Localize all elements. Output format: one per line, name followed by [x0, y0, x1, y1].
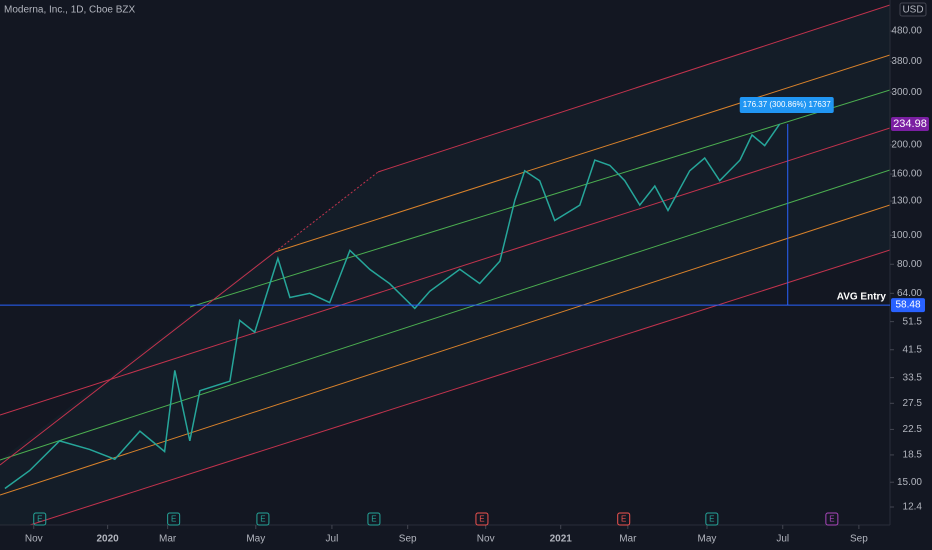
- y-tick-label: 51.5: [903, 316, 923, 327]
- x-tick-label: Sep: [399, 534, 417, 545]
- y-tick-label: 27.5: [903, 398, 923, 409]
- event-marker: [33, 512, 47, 526]
- x-tick-label: Nov: [25, 534, 43, 545]
- channel-drawing: [0, 4, 891, 526]
- avg-entry-price-box: [891, 298, 925, 313]
- y-tick-label: 18.5: [903, 450, 923, 461]
- price-axis: [890, 0, 932, 550]
- y-tick-label: 130.00: [891, 196, 922, 207]
- event-marker: [256, 512, 270, 526]
- y-tick-label: 300.00: [891, 87, 922, 98]
- x-tick-label: 2020: [97, 534, 120, 545]
- last-price: 234.98: [893, 118, 927, 130]
- measure-box: [739, 96, 834, 113]
- event-marker: [475, 512, 489, 526]
- chart-title: Moderna, Inc., 1D, Cboe BZX: [4, 5, 136, 16]
- x-tick-label: Jul: [776, 534, 789, 545]
- y-tick-label: 480.00: [891, 26, 922, 37]
- event-marker: [705, 512, 719, 526]
- y-tick-label: 12.4: [903, 502, 923, 513]
- y-tick-label: 100.00: [891, 230, 922, 241]
- event-marker: [825, 512, 839, 526]
- y-tick-label: 15.00: [897, 477, 922, 488]
- last-price-box: [891, 116, 929, 131]
- y-tick-label: 33.5: [903, 372, 923, 383]
- event-label: E: [371, 515, 376, 524]
- event-label: E: [621, 515, 626, 524]
- y-tick-label: 41.5: [903, 344, 923, 355]
- event-label: E: [829, 515, 834, 524]
- measure-label: 176.37 (300.86%) 17637: [743, 100, 832, 109]
- x-tick-label: May: [246, 534, 265, 545]
- x-tick-label: Sep: [850, 534, 868, 545]
- currency-box: [899, 2, 927, 17]
- avg-entry-price: 58.48: [895, 300, 920, 311]
- x-tick-label: Jul: [326, 534, 339, 545]
- event-label: E: [709, 515, 714, 524]
- currency: USD: [902, 5, 923, 16]
- event-label: E: [37, 515, 42, 524]
- y-tick-label: 200.00: [891, 140, 922, 151]
- event-label: E: [260, 515, 265, 524]
- x-tick-label: Mar: [159, 534, 177, 545]
- y-tick-label: 380.00: [891, 56, 922, 67]
- price-line: [4, 123, 781, 490]
- event-label: E: [479, 515, 484, 524]
- x-tick-label: Mar: [619, 534, 637, 545]
- x-tick-label: May: [698, 534, 717, 545]
- event-marker: [367, 512, 381, 526]
- y-tick-label: 80.00: [897, 259, 922, 270]
- event-marker: [617, 512, 631, 526]
- y-tick-label: 64.00: [897, 288, 922, 299]
- x-tick-label: 2021: [550, 534, 573, 545]
- event-marker: [167, 512, 181, 526]
- y-tick-label: 160.00: [891, 169, 922, 180]
- x-tick-label: Nov: [477, 534, 495, 545]
- event-label: E: [171, 515, 176, 524]
- y-tick-label: 22.5: [903, 424, 923, 435]
- avg-entry-label: AVG Entry: [837, 292, 887, 303]
